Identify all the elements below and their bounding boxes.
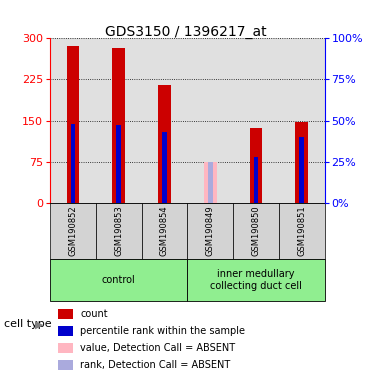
Text: value, Detection Call = ABSENT: value, Detection Call = ABSENT bbox=[80, 343, 236, 353]
Bar bbox=[112, 48, 125, 203]
Text: GSM190850: GSM190850 bbox=[252, 206, 260, 257]
Text: inner medullary
collecting duct cell: inner medullary collecting duct cell bbox=[210, 269, 302, 291]
Bar bbox=[299, 137, 304, 203]
Bar bbox=[58, 326, 73, 336]
Text: GDS3150 / 1396217_at: GDS3150 / 1396217_at bbox=[105, 25, 266, 39]
Bar bbox=[254, 157, 258, 203]
Bar bbox=[58, 343, 73, 353]
Bar bbox=[187, 203, 233, 260]
Bar bbox=[142, 203, 187, 260]
Bar bbox=[50, 260, 187, 301]
Text: percentile rank within the sample: percentile rank within the sample bbox=[80, 326, 245, 336]
Bar bbox=[50, 203, 96, 260]
Bar bbox=[279, 203, 325, 260]
Bar bbox=[208, 162, 213, 203]
Bar bbox=[295, 122, 308, 203]
Text: count: count bbox=[80, 309, 108, 319]
Bar bbox=[96, 203, 142, 260]
Bar bbox=[58, 360, 73, 370]
Text: GSM190852: GSM190852 bbox=[69, 206, 78, 257]
Text: GSM190849: GSM190849 bbox=[206, 206, 215, 257]
Text: ▶: ▶ bbox=[35, 319, 44, 329]
Text: GSM190851: GSM190851 bbox=[297, 206, 306, 257]
Text: cell type: cell type bbox=[4, 319, 51, 329]
Bar bbox=[116, 126, 121, 203]
Bar bbox=[158, 85, 171, 203]
Text: control: control bbox=[102, 275, 135, 285]
Text: rank, Detection Call = ABSENT: rank, Detection Call = ABSENT bbox=[80, 360, 230, 370]
Bar bbox=[162, 132, 167, 203]
Text: GSM190853: GSM190853 bbox=[114, 206, 123, 257]
Bar bbox=[233, 203, 279, 260]
Bar bbox=[66, 46, 79, 203]
Bar bbox=[70, 124, 75, 203]
Bar bbox=[187, 260, 325, 301]
Bar bbox=[204, 162, 217, 203]
Bar bbox=[250, 128, 262, 203]
Text: GSM190854: GSM190854 bbox=[160, 206, 169, 257]
Bar bbox=[58, 309, 73, 319]
